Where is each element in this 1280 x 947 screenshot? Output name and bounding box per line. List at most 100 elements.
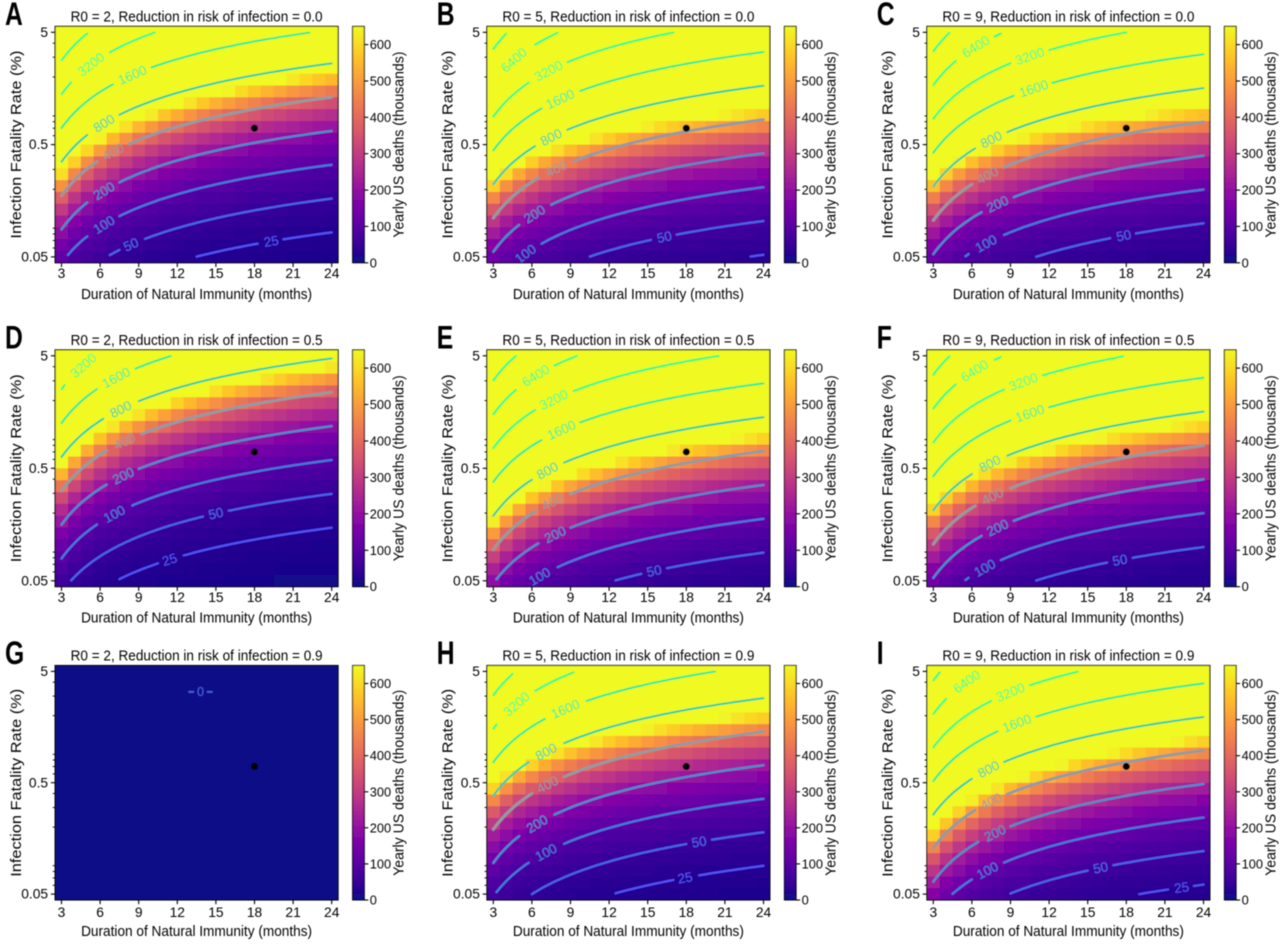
svg-text:5: 5 xyxy=(912,664,920,679)
svg-text:300: 300 xyxy=(1242,470,1263,485)
svg-text:21: 21 xyxy=(285,266,300,281)
svg-text:15: 15 xyxy=(640,905,656,920)
svg-text:6: 6 xyxy=(96,905,104,920)
svg-text:0.05: 0.05 xyxy=(453,573,480,588)
svg-text:21: 21 xyxy=(1157,266,1172,281)
svg-text:300: 300 xyxy=(802,146,823,161)
svg-text:Duration of Natural Immunity (: Duration of Natural Immunity (months) xyxy=(953,610,1184,627)
svg-text:Duration of Natural Immunity (: Duration of Natural Immunity (months) xyxy=(513,610,744,627)
svg-text:12: 12 xyxy=(170,905,185,920)
svg-text:Yearly US deaths (thousands): Yearly US deaths (thousands) xyxy=(1263,52,1279,238)
svg-text:Yearly US deaths (thousands): Yearly US deaths (thousands) xyxy=(823,690,839,876)
svg-text:0: 0 xyxy=(370,255,377,270)
svg-text:200: 200 xyxy=(370,820,391,835)
svg-text:500: 500 xyxy=(802,397,823,412)
svg-text:600: 600 xyxy=(802,676,823,691)
svg-text:18: 18 xyxy=(247,590,263,605)
svg-text:5: 5 xyxy=(472,664,480,679)
svg-text:0: 0 xyxy=(370,893,377,908)
svg-text:500: 500 xyxy=(370,74,391,89)
svg-text:300: 300 xyxy=(370,784,391,799)
svg-text:100: 100 xyxy=(1242,856,1263,871)
svg-text:12: 12 xyxy=(170,590,185,605)
svg-text:12: 12 xyxy=(601,905,616,920)
svg-text:Infection Fatality Rate (%): Infection Fatality Rate (%) xyxy=(441,374,457,562)
svg-text:100: 100 xyxy=(370,856,391,871)
svg-text:600: 600 xyxy=(370,676,391,691)
svg-text:24: 24 xyxy=(1196,590,1212,605)
svg-text:18: 18 xyxy=(247,266,263,281)
svg-text:500: 500 xyxy=(802,712,823,727)
svg-text:5: 5 xyxy=(472,25,480,40)
svg-text:400: 400 xyxy=(1242,434,1263,449)
svg-text:25: 25 xyxy=(263,233,280,250)
svg-text:0: 0 xyxy=(802,579,809,594)
svg-text:24: 24 xyxy=(324,590,340,605)
svg-text:0.5: 0.5 xyxy=(901,775,921,790)
svg-text:100: 100 xyxy=(1242,543,1263,558)
svg-text:5: 5 xyxy=(40,348,48,363)
svg-text:18: 18 xyxy=(1119,266,1135,281)
svg-text:100: 100 xyxy=(802,219,823,234)
svg-text:6: 6 xyxy=(96,590,104,605)
svg-text:E: E xyxy=(437,320,453,356)
svg-text:0.5: 0.5 xyxy=(29,461,49,476)
svg-text:3: 3 xyxy=(58,590,66,605)
svg-text:Yearly US deaths (thousands): Yearly US deaths (thousands) xyxy=(392,690,408,876)
svg-text:9: 9 xyxy=(567,266,575,281)
svg-text:Duration of Natural Immunity (: Duration of Natural Immunity (months) xyxy=(953,286,1184,303)
svg-text:18: 18 xyxy=(679,266,695,281)
svg-text:400: 400 xyxy=(1242,748,1263,763)
svg-text:0.05: 0.05 xyxy=(893,573,920,588)
svg-text:3: 3 xyxy=(58,905,66,920)
svg-text:400: 400 xyxy=(370,748,391,763)
svg-text:H: H xyxy=(437,636,455,672)
svg-text:400: 400 xyxy=(370,110,391,125)
svg-text:Infection Fatality Rate (%): Infection Fatality Rate (%) xyxy=(9,51,25,239)
svg-text:18: 18 xyxy=(1119,590,1135,605)
svg-text:0.05: 0.05 xyxy=(453,887,480,902)
svg-text:B: B xyxy=(437,0,455,33)
svg-text:15: 15 xyxy=(208,590,224,605)
svg-text:3: 3 xyxy=(489,266,497,281)
svg-text:100: 100 xyxy=(1242,219,1263,234)
svg-text:Yearly US deaths (thousands): Yearly US deaths (thousands) xyxy=(392,52,408,238)
svg-text:400: 400 xyxy=(370,434,391,449)
svg-text:0: 0 xyxy=(197,685,204,699)
svg-text:21: 21 xyxy=(717,590,732,605)
svg-text:24: 24 xyxy=(756,905,772,920)
svg-text:3: 3 xyxy=(929,905,937,920)
svg-text:0: 0 xyxy=(370,579,377,594)
svg-text:9: 9 xyxy=(135,266,143,281)
svg-text:12: 12 xyxy=(1041,266,1056,281)
svg-text:Yearly US deaths (thousands): Yearly US deaths (thousands) xyxy=(1263,375,1279,561)
svg-text:I: I xyxy=(877,636,884,672)
svg-text:0.5: 0.5 xyxy=(901,461,921,476)
svg-text:0.5: 0.5 xyxy=(461,775,481,790)
svg-text:3: 3 xyxy=(489,590,497,605)
svg-text:5: 5 xyxy=(912,348,920,363)
svg-text:A: A xyxy=(5,0,23,33)
svg-text:5: 5 xyxy=(472,348,480,363)
svg-text:5: 5 xyxy=(40,664,48,679)
svg-text:Infection Fatality Rate (%): Infection Fatality Rate (%) xyxy=(881,51,897,239)
svg-text:12: 12 xyxy=(1041,590,1056,605)
svg-text:18: 18 xyxy=(679,905,695,920)
svg-text:600: 600 xyxy=(1242,37,1263,52)
svg-text:21: 21 xyxy=(1157,905,1172,920)
svg-text:9: 9 xyxy=(567,590,575,605)
svg-text:5: 5 xyxy=(912,25,920,40)
svg-text:Infection Fatality Rate (%): Infection Fatality Rate (%) xyxy=(881,689,897,877)
svg-text:400: 400 xyxy=(802,110,823,125)
svg-text:400: 400 xyxy=(802,434,823,449)
svg-text:0.5: 0.5 xyxy=(29,137,49,152)
svg-text:200: 200 xyxy=(370,183,391,198)
svg-text:R0 = 9, Reduction in risk of i: R0 = 9, Reduction in risk of infection =… xyxy=(942,648,1194,665)
svg-text:500: 500 xyxy=(802,74,823,89)
svg-text:9: 9 xyxy=(135,905,143,920)
svg-text:600: 600 xyxy=(370,361,391,376)
svg-text:200: 200 xyxy=(802,506,823,521)
svg-text:400: 400 xyxy=(802,748,823,763)
svg-text:0.05: 0.05 xyxy=(893,250,920,265)
svg-text:18: 18 xyxy=(679,590,695,605)
